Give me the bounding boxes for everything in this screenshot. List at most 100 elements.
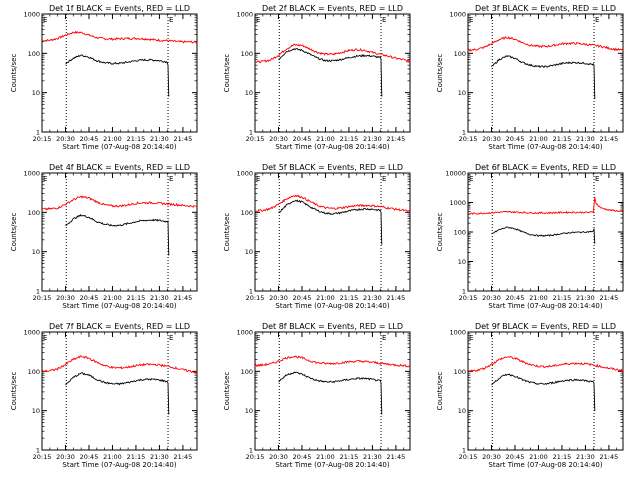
y-tick-label: 1 <box>249 129 253 137</box>
x-axis-label: Start Time (07-Aug-08 20:14:40) <box>488 461 602 469</box>
x-tick-label: 21:45 <box>174 453 193 461</box>
time-marker-label: E <box>382 175 386 183</box>
time-marker-label: E <box>169 16 173 24</box>
time-marker-label: E <box>595 334 599 342</box>
y-tick-label: 10 <box>245 89 253 97</box>
events-series-line <box>278 48 383 97</box>
events-series-line <box>65 213 170 256</box>
y-tick-label: 100 <box>28 368 40 376</box>
x-tick-label: 20:30 <box>56 135 75 143</box>
x-tick-label: 21:15 <box>553 294 572 302</box>
x-axis-label: Start Time (07-Aug-08 20:14:40) <box>488 302 602 310</box>
lld-series-line <box>41 355 198 374</box>
x-tick-label: 20:30 <box>482 135 501 143</box>
panel-title: Det 5f BLACK = Events, RED = LLD <box>262 163 403 172</box>
y-tick-label: 100 <box>241 50 253 58</box>
x-tick-label: 20:30 <box>269 453 288 461</box>
panel-9: Det 9f BLACK = Events, RED = LLD 1 10 100 10… <box>436 322 624 469</box>
x-tick-label: 20:30 <box>482 453 501 461</box>
x-axis-label: Start Time (07-Aug-08 20:14:40) <box>62 461 176 469</box>
y-tick-label: 1000 <box>23 11 40 19</box>
y-tick-label: 100 <box>28 209 40 217</box>
time-marker-label: E <box>169 334 173 342</box>
x-axis-label: Start Time (07-Aug-08 20:14:40) <box>488 143 602 151</box>
plot-frame <box>254 331 411 451</box>
x-tick-label: 21:30 <box>576 294 595 302</box>
x-tick-label: 20:15 <box>459 453 478 461</box>
x-axis-label: Start Time (07-Aug-08 20:14:40) <box>62 143 176 151</box>
x-tick-label: 20:15 <box>246 294 265 302</box>
y-axis-label: Counts/sec <box>223 213 231 252</box>
x-tick-label: 21:00 <box>529 453 548 461</box>
x-tick-label: 20:45 <box>80 294 99 302</box>
plot-frame <box>254 172 411 292</box>
panel-4: Det 4f BLACK = Events, RED = LLD 1 10 100 10… <box>10 163 198 310</box>
time-marker-label: E <box>469 175 473 183</box>
panel-title: Det 1f BLACK = Events, RED = LLD <box>49 4 190 13</box>
x-tick-label: 21:00 <box>103 135 122 143</box>
x-tick-label: 21:15 <box>127 294 146 302</box>
plot-frame <box>254 13 411 133</box>
x-tick-label: 20:45 <box>293 453 312 461</box>
x-tick-label: 20:45 <box>293 135 312 143</box>
time-marker-label: E <box>43 334 47 342</box>
panel-title: Det 7f BLACK = Events, RED = LLD <box>49 322 190 331</box>
x-tick-label: 21:30 <box>363 453 382 461</box>
x-tick-label: 21:45 <box>600 135 619 143</box>
x-tick-label: 21:15 <box>553 135 572 143</box>
x-tick-label: 21:00 <box>316 294 335 302</box>
lld-series-line <box>255 194 411 213</box>
x-tick-label: 21:45 <box>387 453 406 461</box>
y-tick-label: 100 <box>28 50 40 58</box>
x-tick-label: 21:15 <box>340 135 359 143</box>
x-tick-label: 21:00 <box>529 135 548 143</box>
events-series-line <box>278 371 383 415</box>
y-tick-label: 1000 <box>236 170 253 178</box>
panel-7: Det 7f BLACK = Events, RED = LLD 1 10 100 10… <box>10 322 198 469</box>
y-tick-label: 100 <box>454 50 466 58</box>
time-marker-label: E <box>382 16 386 24</box>
y-tick-label: 1000 <box>23 170 40 178</box>
x-tick-label: 20:30 <box>482 294 501 302</box>
x-tick-label: 21:15 <box>340 453 359 461</box>
panel-title: Det 8f BLACK = Events, RED = LLD <box>262 322 403 331</box>
time-marker-label: E <box>169 175 173 183</box>
y-axis-label: Counts/sec <box>436 54 444 93</box>
time-marker-label: E <box>382 334 386 342</box>
y-tick-label: 10 <box>458 89 466 97</box>
panel-title: Det 4f BLACK = Events, RED = LLD <box>49 163 190 172</box>
y-tick-label: 100 <box>241 368 253 376</box>
x-tick-label: 21:30 <box>576 135 595 143</box>
y-axis-label: Counts/sec <box>223 54 231 93</box>
y-tick-label: 10 <box>32 407 40 415</box>
x-tick-label: 21:45 <box>174 294 193 302</box>
y-tick-label: 10000 <box>445 170 466 178</box>
y-tick-label: 1000 <box>449 329 466 337</box>
x-tick-label: 20:30 <box>269 135 288 143</box>
x-axis-label: Start Time (07-Aug-08 20:14:40) <box>275 302 389 310</box>
panel-title: Det 3f BLACK = Events, RED = LLD <box>475 4 616 13</box>
x-tick-label: 21:30 <box>363 135 382 143</box>
x-axis-label: Start Time (07-Aug-08 20:14:40) <box>275 461 389 469</box>
y-tick-label: 1 <box>462 447 466 455</box>
lld-series-line <box>41 30 198 44</box>
x-tick-label: 21:45 <box>174 135 193 143</box>
y-tick-label: 1000 <box>23 329 40 337</box>
y-tick-label: 10 <box>32 89 40 97</box>
x-tick-label: 21:00 <box>316 135 335 143</box>
time-marker-label: E <box>43 175 47 183</box>
x-axis-label: Start Time (07-Aug-08 20:14:40) <box>275 143 389 151</box>
y-axis-label: Counts/sec <box>10 54 18 93</box>
x-tick-label: 21:30 <box>363 294 382 302</box>
panel-title: Det 9f BLACK = Events, RED = LLD <box>475 322 616 331</box>
y-tick-label: 10 <box>245 407 253 415</box>
events-series-line <box>491 226 596 244</box>
x-tick-label: 21:15 <box>127 453 146 461</box>
x-tick-label: 21:00 <box>529 294 548 302</box>
plot-frame <box>467 172 624 292</box>
panel-8: Det 8f BLACK = Events, RED = LLD 1 10 100 10… <box>223 322 411 469</box>
time-marker-label: E <box>43 16 47 24</box>
y-axis-label: Counts/sec <box>10 372 18 411</box>
time-marker-label: E <box>256 16 260 24</box>
panel-title: Det 2f BLACK = Events, RED = LLD <box>262 4 403 13</box>
